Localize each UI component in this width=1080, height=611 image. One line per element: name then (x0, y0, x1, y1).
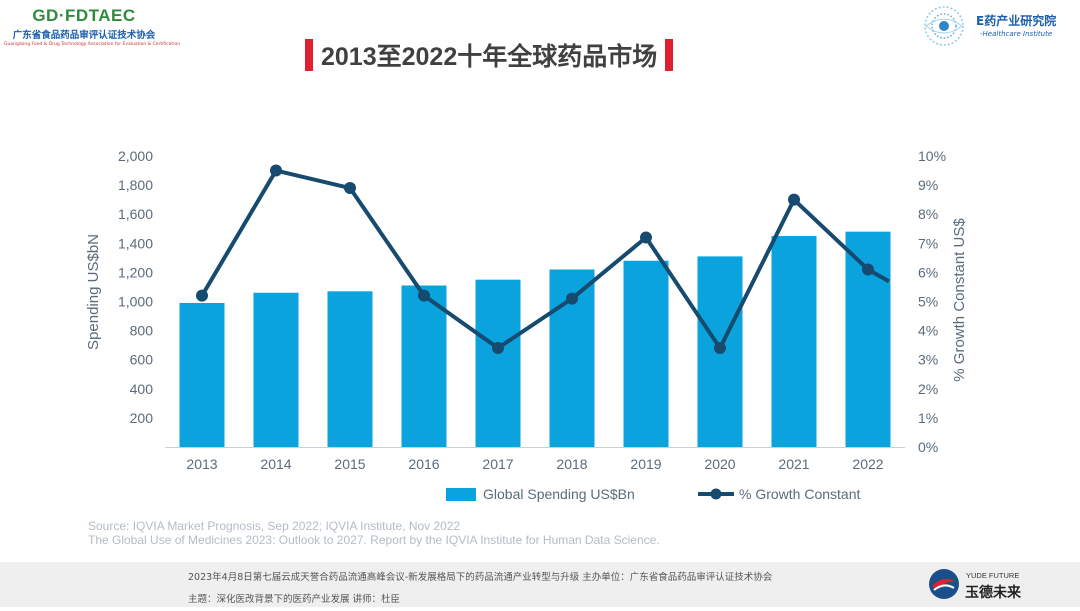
yude-future-logo-icon (929, 569, 959, 599)
y2-axis-title: % Growth Constant US$ (951, 218, 968, 382)
association-logo-brand: GD·FDTAEC (32, 6, 136, 25)
y2-tick-label: 10% (918, 148, 946, 164)
title-accent-right (665, 39, 674, 71)
footer-topic-line: 主题：深化医改背景下的医药产业发展 讲师：杜臣 (188, 594, 401, 605)
growth-point-2018 (566, 292, 578, 305)
slide-title-group: 2013至2022十年全球药品市场 (305, 38, 674, 72)
y-tick-label: 400 (130, 381, 154, 397)
growth-point-2017 (492, 342, 504, 355)
growth-point-2019 (640, 231, 652, 244)
x-tick-label: 2018 (556, 456, 587, 472)
legend-bar-label: Global Spending US$Bn (483, 486, 635, 502)
legend-line-label: % Growth Constant (739, 486, 860, 502)
y2-tick-label: 0% (918, 439, 938, 455)
y2-tick-label: 8% (918, 206, 938, 222)
y2-tick-label: 6% (918, 264, 938, 280)
x-tick-label: 2022 (852, 456, 883, 472)
y-tick-label: 1,200 (118, 264, 153, 280)
x-tick-label: 2015 (334, 456, 365, 472)
x-tick-label: 2014 (260, 456, 291, 472)
y-tick-label: 200 (130, 410, 154, 426)
x-tick-label: 2017 (482, 456, 513, 472)
x-tick-label: 2019 (630, 456, 661, 472)
y2-tick-label: 1% (918, 410, 938, 426)
y-tick-label: 600 (130, 352, 154, 368)
legend-line-marker (710, 488, 722, 500)
bar-2019 (623, 260, 669, 447)
yude-future-logo-cn: 玉德未来 (965, 585, 1021, 601)
bar-2014 (253, 292, 299, 447)
y-tick-label: 1,600 (118, 206, 153, 222)
title-accent-left (305, 39, 313, 71)
y-tick-label: 1,800 (118, 177, 153, 193)
globe-icon (924, 6, 964, 46)
y-tick-label: 2,000 (118, 148, 153, 164)
growth-point-2016 (418, 289, 430, 302)
y2-tick-label: 3% (918, 352, 938, 368)
y2-tick-label: 4% (918, 323, 938, 339)
association-logo-en: Guangdong Food & Drug Technology Associa… (4, 42, 181, 47)
y-tick-label: 1,000 (118, 294, 153, 310)
slide-title: 2013至2022十年全球药品市场 (321, 43, 658, 71)
bar-2016 (401, 285, 447, 447)
healthcare-institute-logo: E药产业研究院 -Healthcare Institute (922, 4, 1074, 48)
growth-point-2013 (196, 289, 208, 302)
chart-source-note: Source: IQVIA Market Prognosis, Sep 2022… (88, 519, 660, 547)
x-tick-label: 2021 (778, 456, 809, 472)
y-tick-label: 800 (130, 323, 154, 339)
source-line-1: Source: IQVIA Market Prognosis, Sep 2022… (88, 519, 461, 533)
growth-point-2015 (344, 182, 356, 195)
growth-point-2014 (270, 164, 282, 177)
source-line-2: The Global Use of Medicines 2023: Outloo… (88, 533, 660, 547)
growth-point-2021 (788, 193, 800, 206)
x-tick-label: 2020 (704, 456, 735, 472)
healthcare-institute-en: -Healthcare Institute (980, 30, 1053, 38)
y2-tick-label: 2% (918, 381, 938, 397)
bar-2021 (771, 236, 817, 447)
y-axis-title: Spending US$bN (85, 234, 102, 350)
y-tick-label: 1,400 (118, 235, 153, 251)
yude-future-logo-en: YUDE FUTURE (966, 571, 1020, 580)
growth-point-2020 (714, 342, 726, 355)
y2-tick-label: 5% (918, 294, 938, 310)
footer-event-line: 2023年4月8日第七届云成天誉合药品流通高峰会议-新发展格局下的药品流通产业转… (188, 572, 773, 583)
association-logo: GD·FDTAEC 广东省食品药品审评认证技术协会 Guangdong Food… (4, 6, 181, 47)
bar-2013 (179, 302, 225, 447)
bar-2015 (327, 291, 373, 447)
legend-bar-swatch (446, 488, 476, 501)
x-tick-label: 2016 (408, 456, 439, 472)
x-tick-label: 2013 (186, 456, 217, 472)
y2-tick-label: 9% (918, 177, 938, 193)
bar-2017 (475, 279, 521, 447)
association-logo-cn: 广东省食品药品审评认证技术协会 (12, 30, 156, 41)
y2-tick-label: 7% (918, 235, 938, 251)
slide-footer: 2023年4月8日第七届云成天誉合药品流通高峰会议-新发展格局下的药品流通产业转… (0, 562, 1080, 607)
growth-point-2022 (862, 263, 874, 276)
healthcare-institute-cn: E药产业研究院 (976, 14, 1057, 28)
